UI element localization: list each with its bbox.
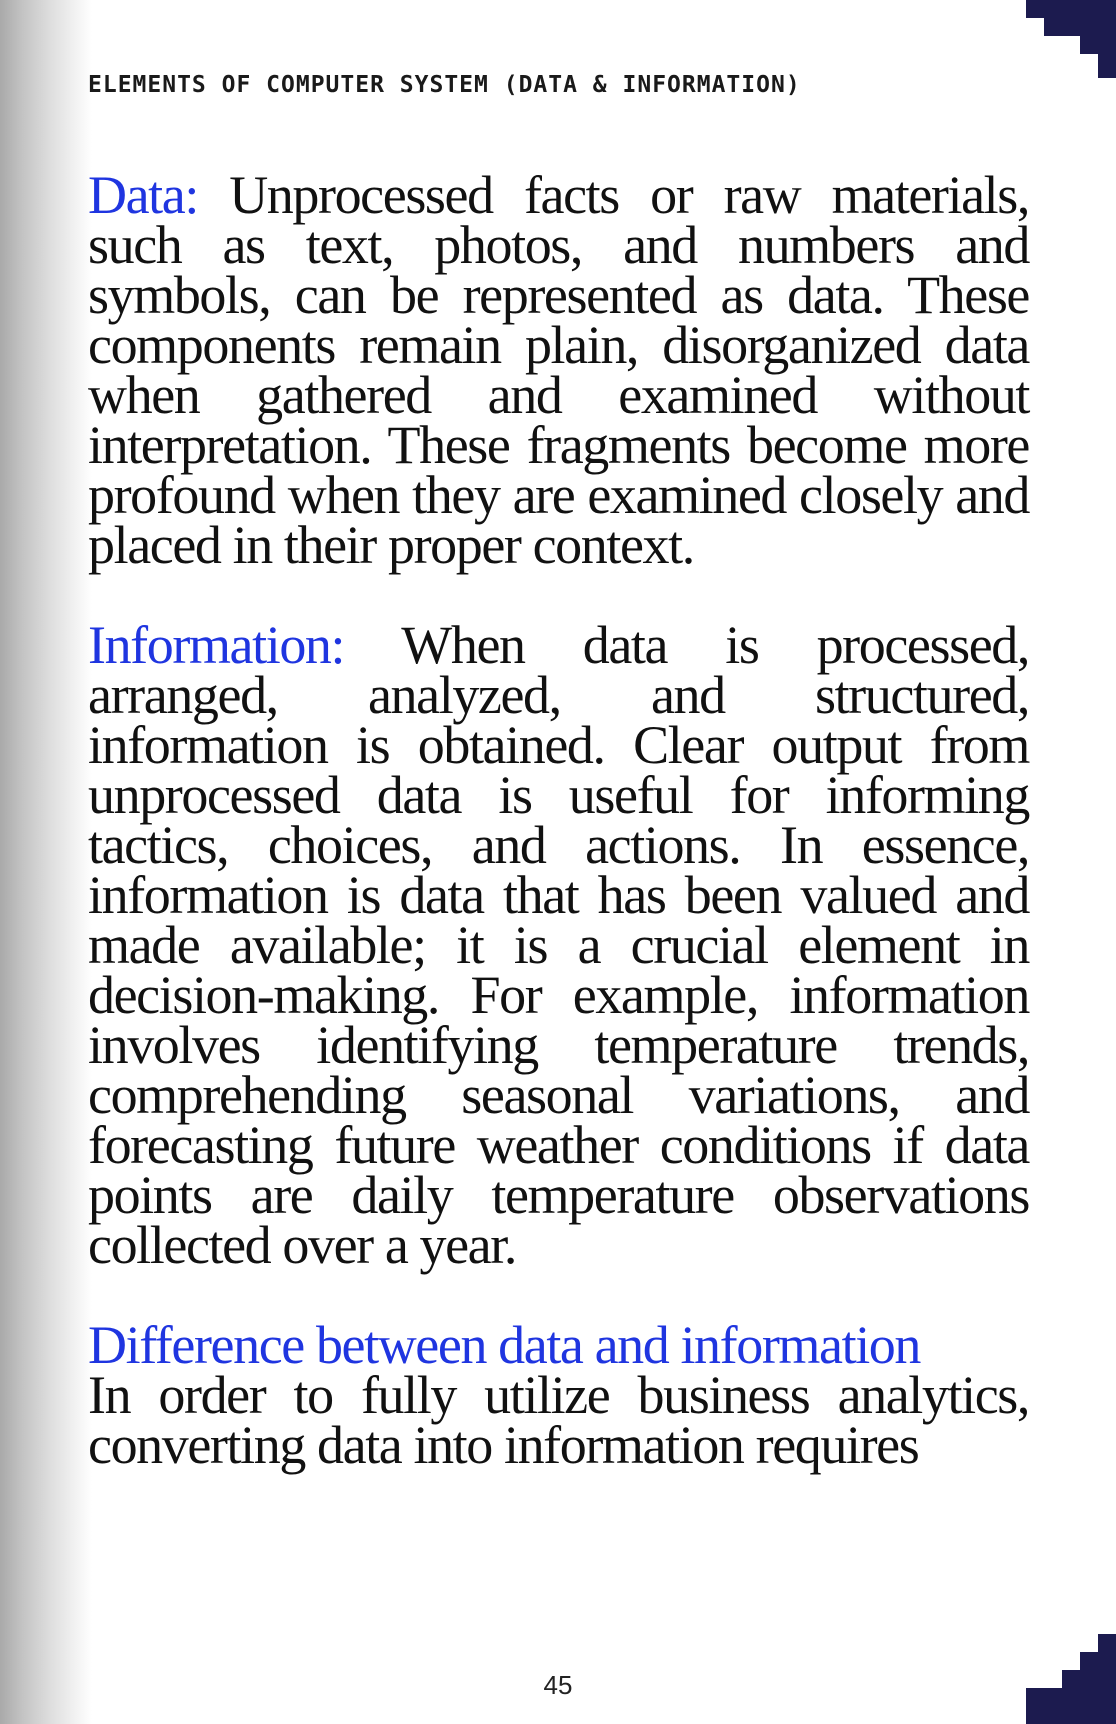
corner-ornament-top [1026, 0, 1116, 78]
difference-text: In order to fully utilize business analy… [88, 1365, 1030, 1475]
running-header: ELEMENTS OF COMPUTER SYSTEM (DATA & INFO… [88, 72, 801, 98]
page-number: 45 [543, 1670, 573, 1700]
difference-section: Difference between data and information … [88, 1315, 1030, 1472]
corner-ornament-bottom [1026, 1634, 1116, 1724]
information-term: Information: [88, 615, 346, 675]
information-definition-paragraph: Information: When data is processed, arr… [88, 618, 1030, 1272]
data-definition-text: Unprocessed facts or raw materials, such… [88, 165, 1030, 575]
data-term: Data: [88, 165, 199, 225]
data-definition-paragraph: Data: Unprocessed facts or raw materials… [88, 168, 1030, 572]
page-body: Data: Unprocessed facts or raw materials… [88, 168, 1030, 1472]
information-definition-text: When data is processed, arranged, analyz… [88, 615, 1030, 1275]
difference-heading: Difference between data and information [88, 1315, 921, 1375]
page-gutter-shadow [0, 0, 92, 1724]
